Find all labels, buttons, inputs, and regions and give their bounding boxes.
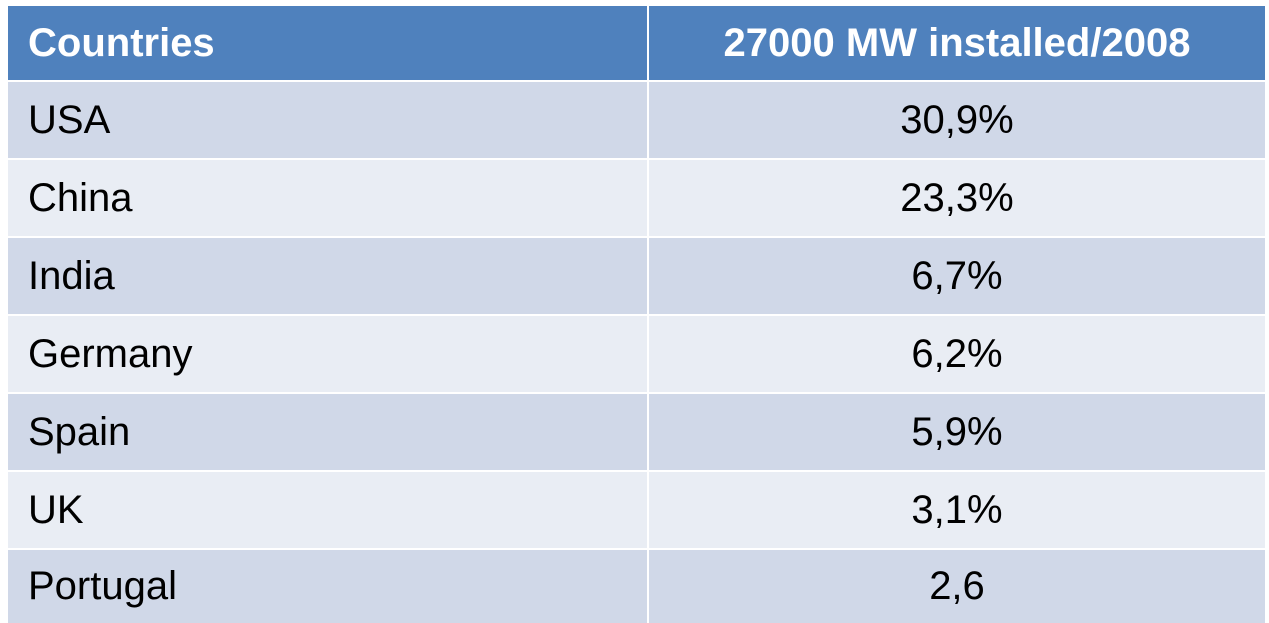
table-cell: Portugal (8, 550, 647, 623)
table-cell: Germany (8, 316, 647, 392)
table-cell: UK (8, 472, 647, 548)
table-cell: 6,2% (649, 316, 1265, 392)
table-cell: China (8, 160, 647, 236)
table-cell: 2,6 (649, 550, 1265, 623)
table: Countries 27000 MW installed/2008 USA 30,9%… (8, 6, 1265, 623)
table-cell: 3,1% (649, 472, 1265, 548)
table-cell: 6,7% (649, 238, 1265, 314)
table-cell: 30,9% (649, 82, 1265, 158)
header-cell: Countries (8, 6, 647, 80)
table-cell: Spain (8, 394, 647, 470)
table-cell: 23,3% (649, 160, 1265, 236)
header-cell: 27000 MW installed/2008 (649, 6, 1265, 80)
table-cell: USA (8, 82, 647, 158)
table-cell: 5,9% (649, 394, 1265, 470)
table-cell: India (8, 238, 647, 314)
